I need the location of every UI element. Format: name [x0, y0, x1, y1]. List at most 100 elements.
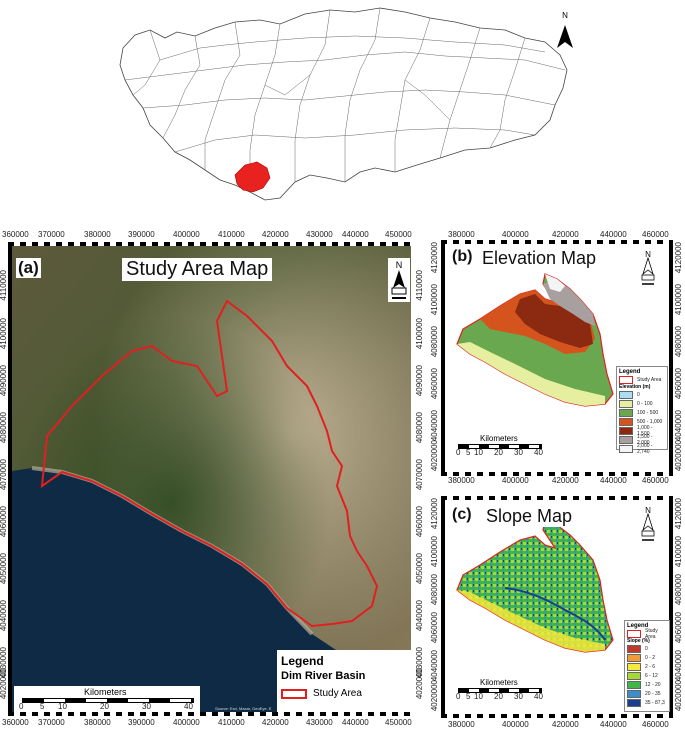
- legend-class-swatch: [627, 653, 641, 662]
- tick-top: 410000: [218, 230, 245, 239]
- tick-top: 420000: [552, 230, 579, 239]
- tick-left: 4120000: [430, 242, 439, 274]
- tick-bottom: 390000: [128, 718, 155, 727]
- scale-tick: 5: [466, 448, 471, 457]
- tick-right: 4020000: [674, 440, 683, 472]
- legend-class-label: 1,500 - 2,000: [637, 433, 653, 446]
- slope-low-coast: [457, 590, 605, 652]
- tick-bottom: 400000: [502, 476, 529, 485]
- panel-b: 380000 400000 420000 440000 460000 38000…: [428, 228, 685, 486]
- legend-class-label: 2,000 - 2,740: [637, 442, 653, 455]
- tick-left: 4060000: [0, 506, 8, 538]
- tick-bottom: 380000: [448, 476, 475, 485]
- legend-class-row: 35 - 87,3: [627, 698, 667, 707]
- tick-top: 430000: [306, 230, 333, 239]
- tick-top: 380000: [84, 230, 111, 239]
- legend-class-label: 1,000 - 1,500: [637, 424, 653, 437]
- scale-tick: 5: [40, 702, 45, 711]
- legend-title: Legend: [619, 369, 641, 375]
- tick-right: 4100000: [415, 318, 424, 350]
- legend-class-row: 500 - 1,000: [619, 417, 665, 426]
- scale-tick: 20: [100, 702, 109, 711]
- province-boundaries: [124, 7, 566, 192]
- inset-north-label: N: [562, 11, 568, 20]
- tick-left: 4020000: [430, 440, 439, 472]
- scale-title: Kilometers: [480, 434, 518, 443]
- elevation-low: [457, 342, 605, 406]
- tick-top: 450000: [385, 230, 412, 239]
- tick-left: 4040000: [430, 410, 439, 442]
- tick-right: 4020000: [674, 680, 683, 712]
- legend-class-row: 1,000 - 1,500: [619, 424, 665, 437]
- study-area-highlight: [234, 161, 271, 193]
- panel-c-label: (c): [452, 506, 472, 524]
- tick-bottom: 420000: [262, 718, 289, 727]
- scale-tick: 0: [456, 448, 461, 457]
- legend-class-swatch: [619, 390, 633, 399]
- tick-top: 440000: [600, 230, 627, 239]
- legend-class-swatch: [619, 426, 633, 435]
- tick-right: 4080000: [415, 412, 424, 444]
- tick-top: 390000: [128, 230, 155, 239]
- elevation-peak: [545, 274, 565, 292]
- panel-c-legend: Legend Study Area Slope (%) 0 0 - 2 2 - 6 6…: [624, 620, 670, 712]
- scale-tick: 10: [474, 692, 483, 701]
- legend-class-row: 1,500 - 2,000: [619, 433, 665, 446]
- tick-bottom: 440000: [342, 718, 369, 727]
- tick-left: 4100000: [0, 318, 8, 350]
- legend-subtitle: Elevation (m): [619, 384, 651, 390]
- panel-c-scale-bar: Kilometers 0 5 10 20 30 40: [454, 678, 546, 704]
- tick-bottom: 430000: [306, 718, 333, 727]
- tick-right: 4090000: [415, 365, 424, 397]
- scale-tick: 20: [494, 692, 503, 701]
- north-arrow-icon: N: [391, 260, 407, 299]
- panel-c: 4120000 4100000 4080000 4060000 4040000 …: [428, 484, 685, 731]
- panel-b-legend: Legend Study Area Elevation (m) 0 0 - 100…: [616, 366, 668, 455]
- tick-top: 440000: [342, 230, 369, 239]
- tick-top: 380000: [448, 230, 475, 239]
- legend-class-swatch: [619, 444, 633, 453]
- turkey-outline: [119, 7, 568, 201]
- tick-left: 4050000: [0, 553, 8, 585]
- tick-top: 360000: [2, 230, 29, 239]
- legend-class-row: 12 - 20: [627, 680, 667, 689]
- tick-bottom: 400000: [502, 720, 529, 729]
- legend-class-label: 2 - 6: [645, 663, 656, 670]
- legend-class-label: 20 - 35: [645, 690, 661, 697]
- legend-class-row: 6 - 12: [627, 671, 667, 680]
- legend-class-label: 6 - 12: [645, 672, 658, 679]
- turkey-inset-map: N: [119, 7, 573, 201]
- legend-class-row: 0 - 2: [627, 653, 667, 662]
- legend-class-row: 20 - 35: [627, 689, 667, 698]
- tick-bottom: 380000: [84, 718, 111, 727]
- panel-a-scale-bar: Kilometers 0 5 10 20 30 40: [14, 686, 200, 712]
- tick-right: 4120000: [674, 498, 683, 530]
- legend-class-swatch: [627, 698, 641, 707]
- legend-class-swatch: [619, 408, 633, 417]
- panel-b-label: (b): [452, 248, 473, 266]
- legend-class-label: 100 - 500: [637, 409, 659, 416]
- tick-left: 4110000: [0, 270, 8, 301]
- legend-item-label: Study Area: [637, 376, 662, 383]
- panel-a: 360000 370000 380000 390000 400000 41000…: [0, 228, 425, 731]
- tick-right: 4060000: [415, 506, 424, 538]
- tick-bottom: 460000: [642, 476, 669, 485]
- tick-left: 4100000: [430, 284, 439, 316]
- legend-item-label: Study Area: [645, 627, 658, 640]
- legend-class-label: 500 - 1,000: [637, 418, 663, 425]
- tick-right: 4100000: [674, 284, 683, 316]
- tick-left: 4080000: [0, 412, 8, 444]
- legend-class-row: 2 - 6: [627, 662, 667, 671]
- scale-tick: 10: [58, 702, 67, 711]
- panel-a-label: (a): [16, 258, 41, 278]
- legend-class-swatch: [627, 644, 641, 653]
- tick-left: 4120000: [430, 498, 439, 530]
- study-area-boundary: [40, 299, 379, 628]
- tick-top: 400000: [173, 230, 200, 239]
- legend-class-row: 0: [627, 644, 667, 653]
- panel-b-scale-bar: Kilometers 0 5 10 20 30 40: [454, 434, 546, 460]
- legend-class-label: 0 - 100: [637, 400, 653, 407]
- scale-tick: 40: [184, 702, 193, 711]
- scale-tick: 20: [494, 448, 503, 457]
- legend-title: Legend: [627, 623, 649, 629]
